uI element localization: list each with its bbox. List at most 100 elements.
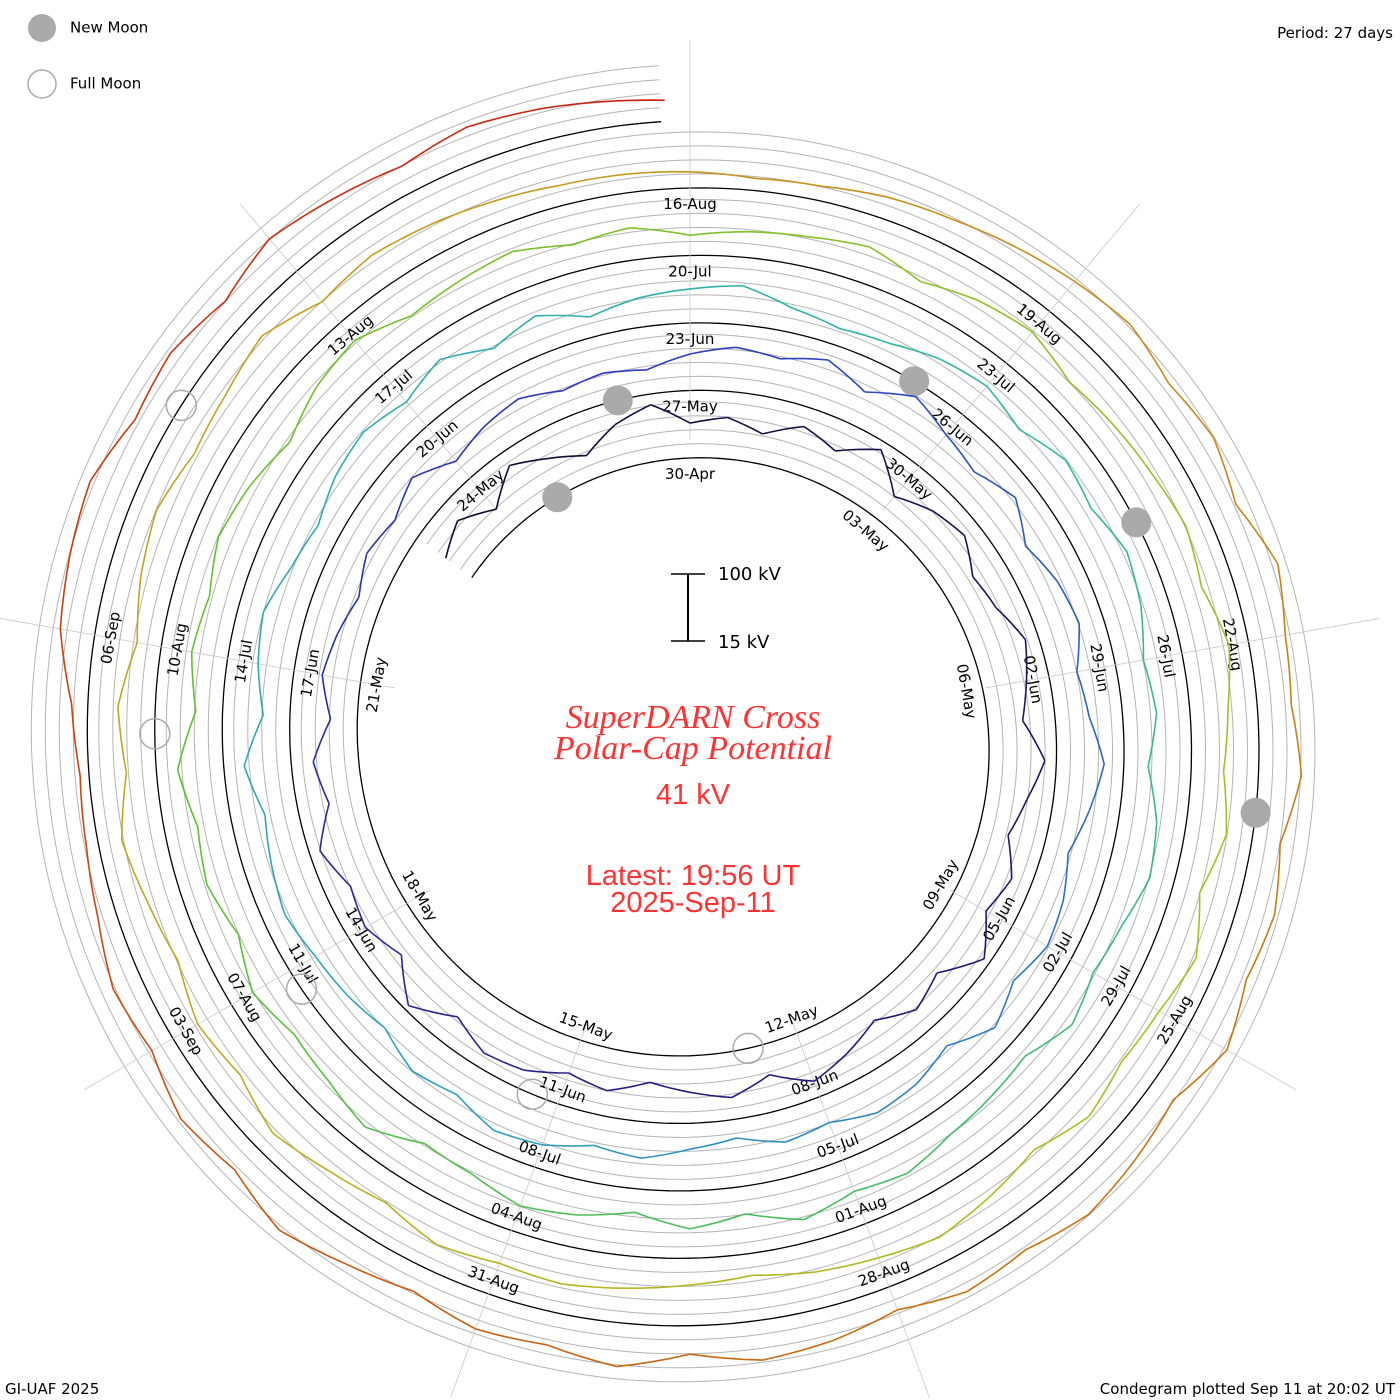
series-segment	[112, 988, 153, 1052]
date-label: 29-Jul	[1097, 963, 1134, 1010]
baseline-spiral	[86, 121, 1260, 1327]
series-segment	[410, 280, 460, 317]
series-segment	[237, 934, 254, 993]
footer-plotted-time: Condegram plotted Sep 11 at 20:02 UT	[1100, 1380, 1396, 1398]
series-segment	[606, 1081, 651, 1092]
series-segment	[1226, 979, 1247, 1051]
series-segment	[1112, 424, 1153, 474]
series-segment	[193, 394, 227, 455]
date-label: 14-Jun	[341, 904, 381, 955]
series-segment	[155, 453, 195, 511]
full-moon-legend-icon	[27, 69, 57, 99]
series-segment	[493, 184, 559, 202]
series-segment	[217, 485, 251, 538]
series-segment	[206, 884, 240, 936]
full-moon-marker	[516, 1078, 549, 1110]
scale-bottom-label: 15 kV	[718, 632, 770, 653]
radial-spoke	[239, 203, 498, 511]
date-label: 31-Aug	[465, 1262, 521, 1297]
series-segment	[939, 1195, 991, 1238]
date-label: 18-May	[398, 867, 441, 924]
series-segment	[915, 396, 947, 436]
series-segment	[945, 434, 975, 473]
date-label: 26-Jul	[1153, 633, 1178, 679]
series-segment	[689, 230, 750, 236]
series-segment	[366, 519, 396, 554]
series-segment	[483, 1052, 525, 1071]
series-segment	[625, 1284, 691, 1289]
series-segment	[1062, 853, 1069, 902]
series-segment	[136, 575, 142, 643]
guide-spiral	[72, 107, 1274, 1341]
series-segment	[117, 706, 128, 773]
series-segment	[411, 1070, 458, 1096]
new-moon-legend-icon	[28, 14, 56, 42]
date-label: 03-Sep	[165, 1004, 207, 1059]
series-segment	[354, 315, 412, 342]
series-segment	[261, 300, 323, 337]
series-segment	[1212, 437, 1237, 505]
series-segment	[839, 327, 890, 345]
full-moon-marker	[732, 1032, 764, 1065]
series-segment	[542, 1144, 594, 1147]
series-segment	[120, 772, 128, 841]
series-segment	[589, 297, 639, 318]
series-segment	[1014, 245, 1076, 283]
cpcp-series	[59, 99, 1303, 1368]
series-segment	[117, 642, 138, 707]
series-segment	[951, 218, 1015, 248]
series-segment	[854, 1172, 908, 1193]
radial-spoke	[882, 203, 1141, 511]
series-segment	[328, 1170, 387, 1204]
series-segment	[180, 1118, 236, 1171]
series-segment	[880, 449, 896, 497]
series-segment	[411, 460, 457, 479]
series-segment	[972, 576, 997, 609]
series-segment	[735, 346, 781, 360]
date-label: 30-Apr	[665, 465, 716, 483]
series-segment	[70, 703, 81, 776]
series-segment	[439, 347, 494, 361]
series-segment	[983, 910, 988, 959]
date-label: 11-Jun	[537, 1073, 589, 1107]
series-segment	[1074, 280, 1131, 326]
scale-bar: 100 kV 15 kV	[671, 564, 782, 653]
series-segment	[540, 100, 616, 110]
series-segment	[336, 596, 360, 635]
date-label: 28-Aug	[856, 1255, 912, 1290]
series-segment	[1087, 1159, 1136, 1216]
series-segment	[978, 300, 1033, 333]
series-segment	[640, 1148, 691, 1159]
series-segment	[989, 1149, 1035, 1197]
series-segment	[346, 994, 386, 1029]
series-segment	[546, 1344, 618, 1368]
series-segment	[312, 718, 332, 763]
series-segment	[197, 1023, 241, 1076]
series-segment	[614, 403, 652, 426]
date-label: 21-May	[363, 656, 390, 714]
radial-spoke	[450, 1021, 588, 1398]
series-segment	[1092, 925, 1123, 974]
series-segment	[176, 769, 199, 828]
series-segment	[689, 1274, 753, 1286]
series-segment	[364, 926, 402, 956]
date-label: 16-Aug	[663, 195, 716, 213]
series-segment	[1018, 428, 1067, 461]
series-segment	[1007, 799, 1028, 836]
series-segment	[832, 1309, 898, 1342]
series-segment	[1068, 381, 1114, 426]
series-segment	[345, 1263, 414, 1292]
series-segment	[869, 246, 921, 283]
date-label: 06-May	[953, 662, 980, 720]
series-segment	[1056, 581, 1080, 624]
series-segment	[745, 1213, 804, 1221]
series-segment	[558, 173, 625, 187]
series-segment	[1147, 712, 1158, 767]
series-segment	[1121, 1010, 1160, 1062]
series-segment	[689, 1213, 746, 1230]
series-segment	[762, 425, 805, 435]
series-segment	[79, 775, 88, 847]
date-label: 13-Aug	[324, 311, 377, 359]
series-segment	[436, 1243, 500, 1265]
